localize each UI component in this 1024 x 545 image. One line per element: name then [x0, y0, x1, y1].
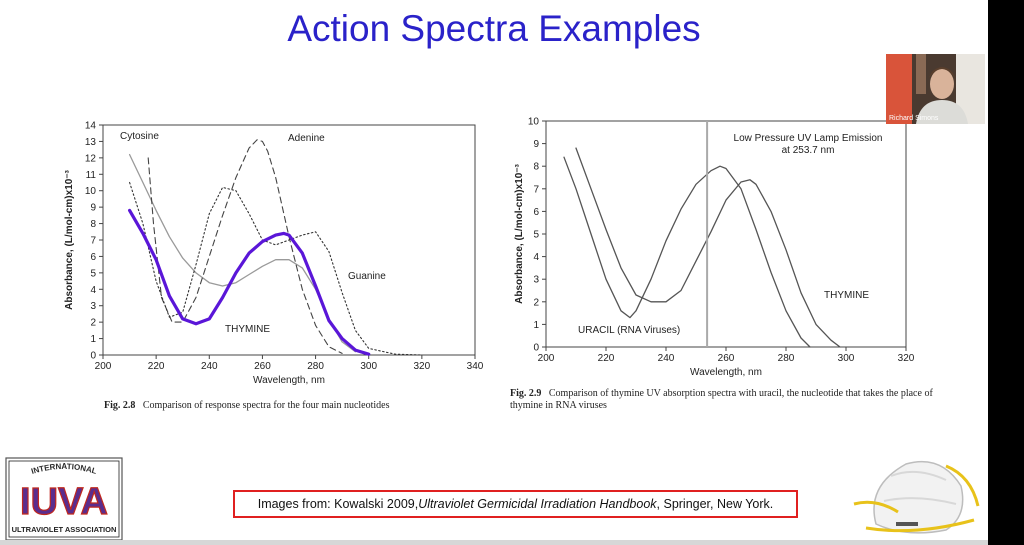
x-tick-label: 260 — [254, 361, 271, 372]
emission-annotation-line2: at 253.7 nm — [782, 145, 835, 156]
y-tick-label: 0 — [90, 351, 96, 362]
chart-thymine-uracil-spectra: 200 220 240 260 280 300 320 0 1 2 3 4 5 6 7 8 9 10 Wavelen… — [514, 117, 915, 379]
series-line-adenine — [147, 139, 343, 354]
citation-suffix: , Springer, New York. — [656, 497, 774, 511]
series-label: THYMINE — [824, 290, 869, 301]
y-tick-label: 5 — [90, 268, 96, 279]
x-tick-label: 300 — [838, 353, 855, 364]
y-tick-label: 0 — [533, 343, 539, 354]
x-tick-label: 320 — [414, 361, 431, 372]
x-axis-label: Wavelength, nm — [690, 367, 762, 378]
y-tick-label: 3 — [90, 301, 96, 312]
citation-book-title: Ultraviolet Germicidal Irradiation Handb… — [418, 497, 657, 511]
y-tick-label: 4 — [90, 285, 96, 296]
iuva-logo: INTERNATIONAL IUVA ULTRAVIOLET ASSOCIATI… — [5, 457, 123, 541]
participant-video-tile[interactable]: Richard Simons — [886, 54, 985, 124]
chart-nucleotide-response-spectra: 200 220 240 260 280 300 320 3400123456789101112… — [64, 121, 484, 387]
y-axis-label: Absorbance, (L/mol-cm)x10⁻³ — [64, 169, 75, 309]
y-tick-label: 7 — [533, 184, 539, 195]
y-tick-label: 13 — [85, 137, 97, 148]
series-label: Adenine — [288, 133, 325, 144]
respirator-mask-image — [853, 460, 980, 534]
svg-text:ULTRAVIOLET ASSOCIATION: ULTRAVIOLET ASSOCIATION — [12, 525, 117, 534]
x-tick-label: 240 — [201, 361, 218, 372]
y-tick-label: 5 — [533, 230, 539, 241]
series-line-guanine — [129, 181, 423, 356]
x-tick-label: 320 — [898, 353, 915, 364]
y-tick-label: 9 — [533, 139, 539, 150]
y-tick-label: 10 — [528, 117, 540, 128]
citation-prefix: Images from: Kowalski 2009, — [257, 497, 419, 511]
series-label: URACIL (RNA Viruses) — [578, 325, 680, 336]
y-tick-label: 8 — [90, 219, 96, 230]
image-citation: Images from: Kowalski 2009, Ultraviolet … — [233, 490, 798, 518]
y-tick-label: 14 — [85, 121, 97, 132]
y-tick-label: 6 — [90, 252, 96, 263]
slide-canvas: Action Spectra Examples 200 220 240 260 280 3… — [0, 0, 988, 545]
emission-annotation-line1: Low Pressure UV Lamp Emission — [734, 133, 883, 144]
x-tick-label: 280 — [778, 353, 795, 364]
participant-video-frame — [886, 54, 985, 124]
participant-name: Richard Simons — [889, 115, 939, 122]
x-tick-label: 220 — [148, 361, 165, 372]
y-tick-label: 8 — [533, 162, 539, 173]
series-line-thymine — [128, 208, 371, 356]
x-tick-label: 200 — [538, 353, 555, 364]
x-tick-label: 220 — [598, 353, 615, 364]
y-tick-label: 2 — [90, 318, 96, 329]
x-tick-label: 260 — [718, 353, 735, 364]
y-tick-label: 1 — [90, 334, 96, 345]
y-tick-label: 2 — [533, 297, 539, 308]
y-axis-label: Absorbance, (L/mol-cm)x10⁻³ — [514, 163, 525, 303]
slide-bottom-strip — [0, 540, 988, 545]
series-label: Cytosine — [120, 131, 159, 142]
y-tick-label: 11 — [86, 170, 97, 181]
y-tick-label: 12 — [85, 153, 97, 164]
svg-text:IUVA: IUVA — [20, 481, 108, 523]
slide-title: Action Spectra Examples — [287, 8, 701, 49]
plot-frame — [545, 120, 907, 348]
y-tick-label: 3 — [533, 275, 539, 286]
series-line-uracil-rna-viruses — [563, 156, 811, 348]
y-tick-label: 4 — [533, 252, 539, 263]
y-tick-label: 7 — [90, 236, 96, 247]
y-tick-label: 6 — [533, 207, 539, 218]
y-tick-label: 1 — [533, 320, 539, 331]
x-tick-label: 280 — [307, 361, 324, 372]
x-tick-label: 300 — [360, 361, 377, 372]
x-tick-label: 200 — [95, 361, 112, 372]
figure-caption-2-8: Fig. 2.8 Comparison of response spectra … — [104, 400, 390, 411]
x-axis-label: Wavelength, nm — [253, 375, 325, 386]
x-tick-label: 240 — [658, 353, 675, 364]
series-label: Guanine — [348, 271, 386, 282]
y-tick-label: 10 — [85, 186, 97, 197]
series-line-cytosine — [128, 153, 357, 353]
x-tick-label: 340 — [467, 361, 484, 372]
series-label: THYMINE — [225, 324, 270, 335]
figure-caption-2-9: Fig. 2.9 Comparison of thymine UV absorp… — [510, 388, 933, 411]
series-line-thymine — [575, 147, 841, 348]
y-tick-label: 9 — [90, 203, 96, 214]
